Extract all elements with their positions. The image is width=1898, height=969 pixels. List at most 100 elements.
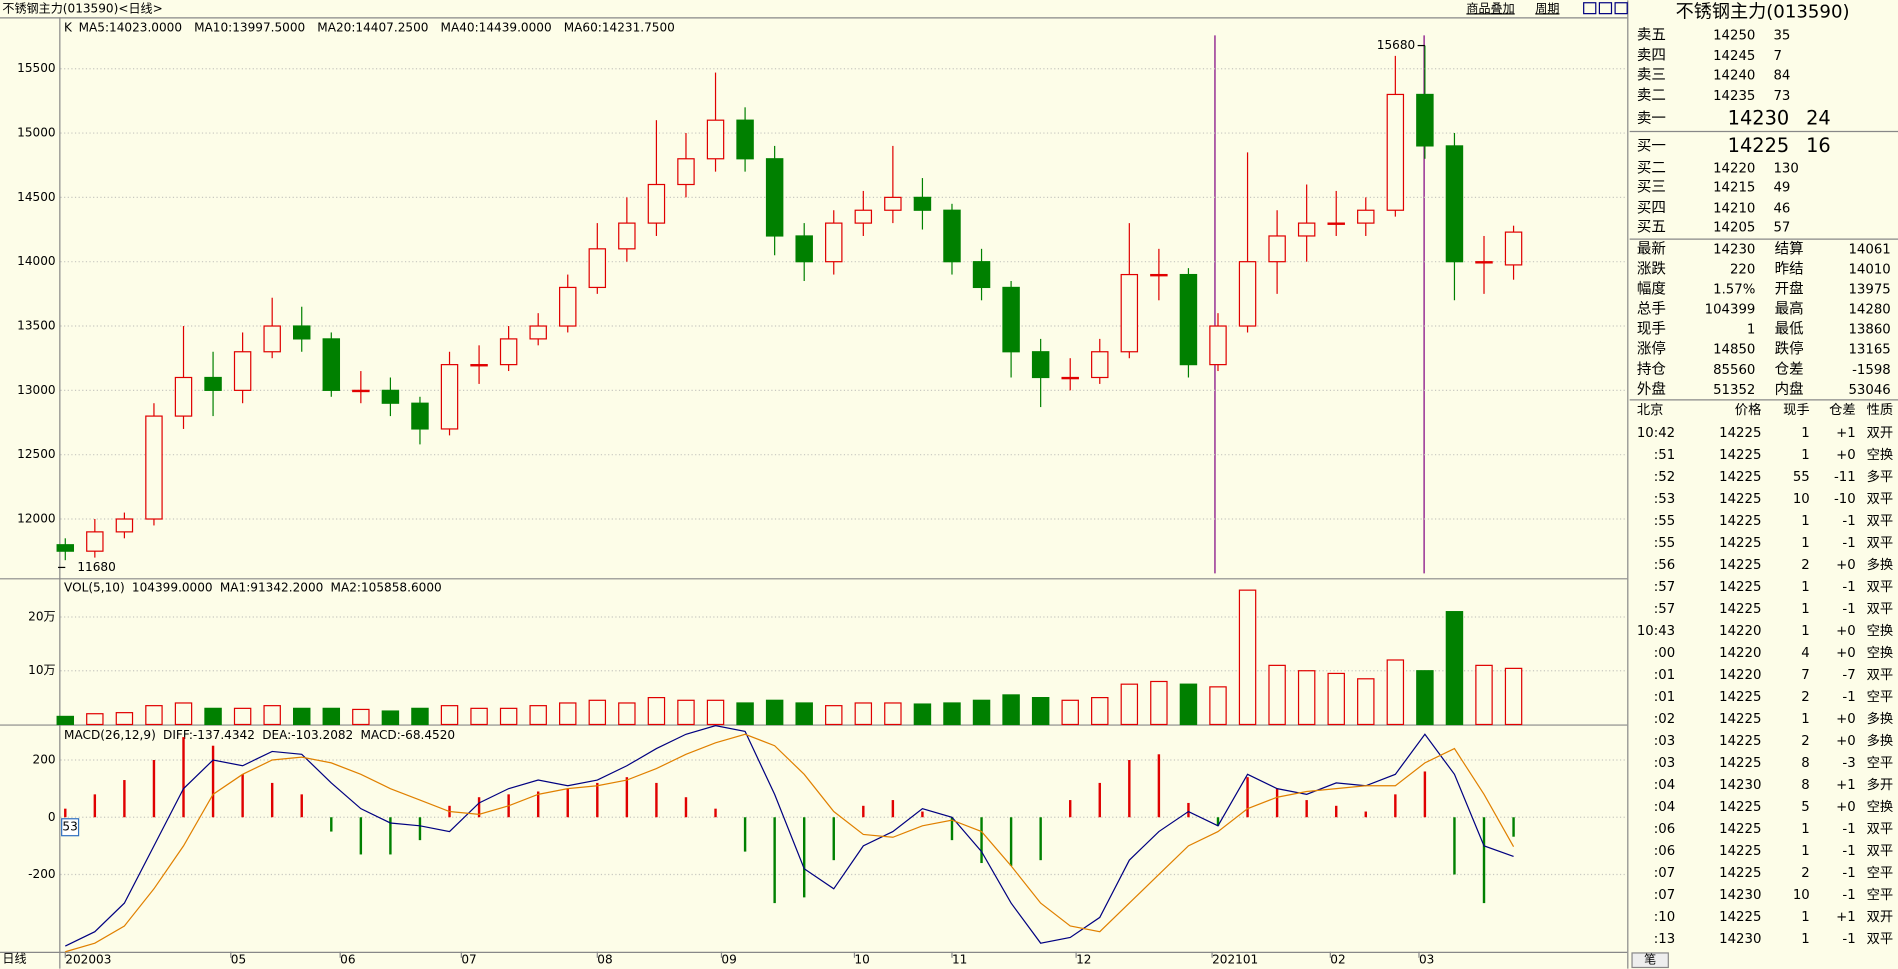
book-label: 买三 (1637, 179, 1666, 196)
x-tick-label: 05 (231, 953, 246, 967)
book-volume: 49 (1773, 181, 1790, 196)
y-tick-label: 10万 (28, 663, 55, 677)
tick-nature: 空换 (1867, 799, 1894, 815)
book-price: 14245 (1713, 49, 1755, 64)
candle-body (499, 338, 518, 366)
book-label: 买一 (1637, 138, 1666, 155)
candle-body (263, 325, 281, 353)
annotation: 11680 (77, 560, 115, 574)
tick-price: 14230 (1719, 778, 1761, 793)
tick-price: 14225 (1719, 910, 1761, 925)
candle-body (1179, 273, 1198, 366)
stat-value: 13165 (1848, 343, 1890, 358)
volume-bar (86, 713, 104, 726)
volume-bar (1475, 664, 1493, 726)
tab[interactable] (1631, 952, 1669, 969)
tick-time: :52 (1654, 470, 1675, 485)
x-tick-label: 09 (721, 953, 736, 967)
macd-bar (64, 808, 67, 818)
stat-value: 1 (1747, 323, 1755, 338)
y-tick-label: 14500 (17, 190, 55, 204)
tick-nature: 双平 (1867, 932, 1894, 947)
stat-label: 幅度 (1637, 281, 1666, 298)
annotation: 15680 (1377, 38, 1415, 52)
volume-bar (381, 710, 400, 726)
candle-body (884, 196, 902, 211)
tick-oi-change: -1 (1842, 822, 1855, 837)
tick-price: 14225 (1719, 448, 1761, 463)
x-tick-label: 08 (597, 953, 612, 967)
stat-value: 220 (1730, 262, 1755, 277)
tick-time: :02 (1654, 712, 1675, 727)
candle-body (1475, 261, 1493, 264)
macd-bar (802, 817, 806, 898)
tick-oi-change: -1 (1842, 536, 1855, 551)
stat-value: 14230 (1713, 242, 1755, 257)
tick-price: 14225 (1719, 514, 1761, 529)
tick-oi-change: -1 (1842, 690, 1855, 705)
volume-bar (174, 702, 193, 726)
stat-label: 最新 (1637, 240, 1666, 257)
candle-body (677, 158, 695, 186)
macd-line (65, 733, 1515, 953)
book-volume: 46 (1773, 201, 1790, 216)
volume-bar (913, 703, 932, 726)
volume-bar (529, 705, 547, 726)
volume-bar (145, 705, 163, 726)
macd-bar (152, 760, 156, 818)
macd-bar (596, 782, 599, 818)
book-label: 卖三 (1637, 66, 1666, 83)
tick-header: 北京 (1637, 402, 1664, 418)
tick-oi-change: -7 (1842, 668, 1855, 683)
tick-volume: 2 (1801, 866, 1809, 881)
tick-oi-change: -1 (1842, 932, 1855, 947)
candle-body (1327, 222, 1345, 225)
tick-oi-change: +0 (1836, 624, 1856, 639)
candle-body (56, 544, 75, 552)
stat-value: 14280 (1848, 303, 1890, 318)
legend-entry: MA10:13997.5000 (194, 21, 305, 35)
candle-body (647, 183, 666, 224)
candle-body (1002, 286, 1020, 353)
stat-label: 持仓 (1637, 361, 1666, 378)
x-tick-label: 202101 (1212, 953, 1258, 967)
stat-value: 1.57% (1713, 283, 1755, 298)
legend-entry: MA60:14231.7500 (564, 21, 675, 35)
tick-price: 14225 (1719, 690, 1761, 705)
tick-price: 14220 (1719, 668, 1761, 683)
tick-nature: 双平 (1867, 668, 1894, 683)
tick-time: :04 (1654, 778, 1675, 793)
macd-bar (832, 817, 835, 861)
tick-header: 价格 (1735, 402, 1762, 418)
tick-nature: 空换 (1867, 645, 1894, 661)
candle-body (145, 415, 163, 520)
candle-body (972, 261, 991, 289)
overlay-button[interactable]: 商品叠加 (1466, 0, 1514, 15)
legend-entry: MACD(26,12,9) (64, 728, 156, 742)
window-button[interactable] (1614, 2, 1628, 15)
tick-price: 14225 (1719, 558, 1761, 573)
tick-time: :01 (1654, 668, 1675, 683)
macd-bar (655, 782, 658, 818)
book-label: 卖五 (1637, 26, 1666, 43)
window-button[interactable] (1598, 2, 1613, 15)
macd-bar (891, 800, 895, 818)
macd-bar (211, 745, 215, 818)
window-button[interactable] (1583, 2, 1597, 15)
legend-entry: DIFF:-137.4342 (163, 728, 255, 742)
macd-bar (1128, 760, 1131, 818)
macd-bar (418, 817, 422, 841)
volume-bar (825, 705, 843, 726)
x-tick-label: 06 (340, 953, 355, 967)
period-button[interactable]: 周期 (1535, 1, 1559, 15)
tick-header: 性质 (1867, 402, 1894, 418)
candle-body (795, 235, 813, 263)
book-volume: 84 (1773, 68, 1790, 83)
macd-bar (1335, 805, 1338, 818)
volume-bar (559, 702, 577, 726)
volume-bar (1238, 589, 1257, 726)
x-tick-label: 202003 (65, 953, 111, 967)
volume-bar (1268, 664, 1286, 726)
tick-oi-change: -11 (1834, 470, 1856, 485)
volume-bar (204, 707, 222, 726)
